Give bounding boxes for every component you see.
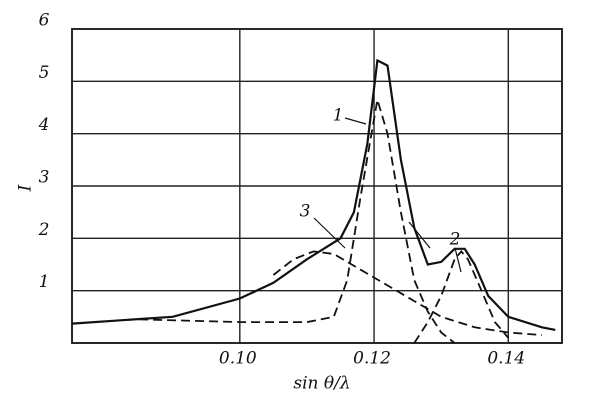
y-axis-label: I (16, 184, 36, 192)
x-tick-label: 0.14 (487, 349, 525, 369)
curve (71, 58, 556, 331)
curve-label: 1 (333, 106, 344, 126)
x-tick-label: 0.10 (219, 349, 257, 369)
leader-line (313, 217, 346, 249)
leader-line (454, 247, 462, 273)
curve (413, 250, 509, 344)
y-tick-label: 3 (39, 168, 50, 188)
y-tick-label: 2 (38, 220, 50, 240)
curve-label: 3 (300, 202, 311, 222)
curve-label: 2 (449, 230, 461, 250)
y-tick-label: 1 (39, 272, 50, 292)
leader-line (344, 117, 367, 125)
curve (272, 250, 542, 336)
leader-line (408, 221, 431, 249)
y-tick-label: 4 (38, 115, 50, 135)
y-tick-label: 6 (39, 11, 50, 31)
x-axis-label: sin θ/λ (293, 374, 350, 394)
curve (139, 99, 456, 344)
y-tick-label: 5 (39, 63, 50, 83)
x-tick-label: 0.12 (353, 349, 391, 369)
